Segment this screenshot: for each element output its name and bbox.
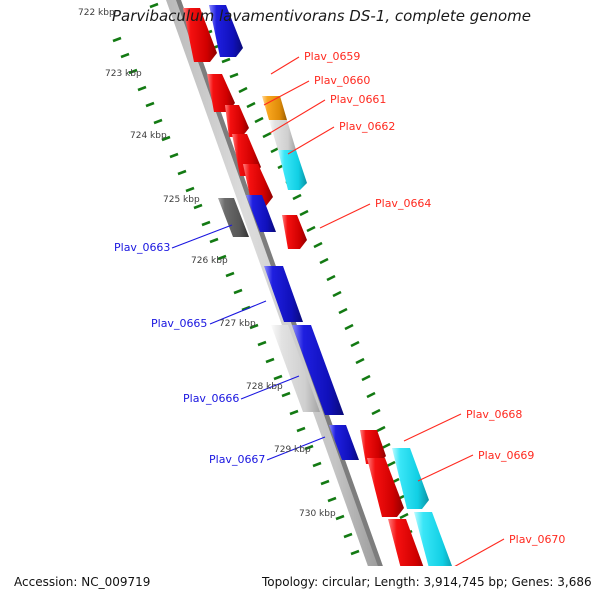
gene-bar-plav-0667[interactable] <box>329 425 359 460</box>
ruler-tick-label: 726 kbp <box>191 256 228 266</box>
gene-label-plav-0670[interactable]: Plav_0670 <box>509 533 565 546</box>
leader-plav-0665 <box>209 300 267 325</box>
gene-bar-blue-0663b[interactable] <box>246 195 276 232</box>
ruler-labels: 722 kbp 723 kbp 724 kbp 725 kbp 726 kbp … <box>78 8 336 519</box>
leader-plav-0670 <box>451 538 505 569</box>
ruler-tick-label: 729 kbp <box>274 445 311 455</box>
gene-label-plav-0665[interactable]: Plav_0665 <box>151 317 207 330</box>
gene-label-plav-0669[interactable]: Plav_0669 <box>478 449 534 462</box>
gene-bar-plav-0669-cyan[interactable] <box>392 448 429 509</box>
accession-text: Accession: NC_009719 <box>14 575 150 589</box>
gene-label-plav-0668[interactable]: Plav_0668 <box>466 408 522 421</box>
gene-bar-plav-0661-gray[interactable] <box>269 120 296 150</box>
gene-bar-plav-0665[interactable] <box>264 266 303 322</box>
gene-bar-plav-0661-orange[interactable] <box>262 96 287 120</box>
leader-plav-0666 <box>240 375 300 400</box>
ruler-tick-label: 722 kbp <box>78 8 115 18</box>
tick-mark-arc <box>112 2 425 592</box>
gene-bar-blue-long[interactable] <box>292 325 344 415</box>
gene-label-plav-0662[interactable]: Plav_0662 <box>339 120 395 133</box>
gene-bar-plav-0668-red[interactable] <box>360 430 386 464</box>
gene-label-plav-0661[interactable]: Plav_0661 <box>330 93 386 106</box>
gene-label-plav-0666[interactable]: Plav_0666 <box>183 392 239 405</box>
gene-bar-plav-0662-cyan[interactable] <box>278 150 307 190</box>
footer-bar: Accession: NC_009719 Topology: circular;… <box>0 566 600 600</box>
gene-bar-plav-0666[interactable] <box>271 325 320 412</box>
genome-title: Parvibaculum lavamentivorans DS-1, compl… <box>112 7 531 25</box>
genome-summary-text: Topology: circular; Length: 3,914,745 bp… <box>261 575 592 589</box>
ruler-tick-label: 728 kbp <box>246 382 283 392</box>
leader-plav-0667 <box>266 436 326 461</box>
gene-bar-plav-0663[interactable] <box>218 198 249 237</box>
leader-plav-0659 <box>270 56 300 75</box>
gene-label-plav-0664[interactable]: Plav_0664 <box>375 197 431 210</box>
leader-plav-0664 <box>319 203 371 229</box>
leader-plav-0663 <box>171 224 233 249</box>
gene-bar-plav-0670-cyan[interactable] <box>414 512 455 583</box>
gene-label-plav-0663[interactable]: Plav_0663 <box>114 241 170 254</box>
ruler-tick-label: 723 kbp <box>105 69 142 79</box>
gene-bar-plav-0659[interactable] <box>207 74 235 112</box>
gene-bar-plav-0664[interactable] <box>282 215 307 249</box>
ruler-tick-label: 730 kbp <box>299 509 336 519</box>
leader-plav-0662 <box>287 126 335 155</box>
gene-label-plav-0659[interactable]: Plav_0659 <box>304 50 360 63</box>
gene-labels: Plav_0659 Plav_0660 Plav_0661 Plav_0662 … <box>114 50 565 546</box>
gene-bar-plav-0660a[interactable] <box>225 105 249 137</box>
gene-leader-lines <box>171 56 505 569</box>
leader-plav-0668 <box>403 413 462 442</box>
ruler-tick-label: 724 kbp <box>130 131 167 141</box>
gene-label-plav-0667[interactable]: Plav_0667 <box>209 453 265 466</box>
gene-bar-plav-0668-red2[interactable] <box>367 458 404 517</box>
ruler-tick-label: 727 kbp <box>219 319 256 329</box>
leader-plav-0669 <box>417 454 474 482</box>
gene-feature-layer <box>183 5 455 588</box>
gene-bar-blue-top[interactable] <box>209 5 243 57</box>
gene-label-plav-0660[interactable]: Plav_0660 <box>314 74 370 87</box>
ruler-tick-label: 725 kbp <box>163 195 200 205</box>
leader-plav-0661 <box>269 99 326 134</box>
gene-bar-red-top[interactable] <box>183 8 217 62</box>
leader-plav-0660 <box>263 80 310 106</box>
